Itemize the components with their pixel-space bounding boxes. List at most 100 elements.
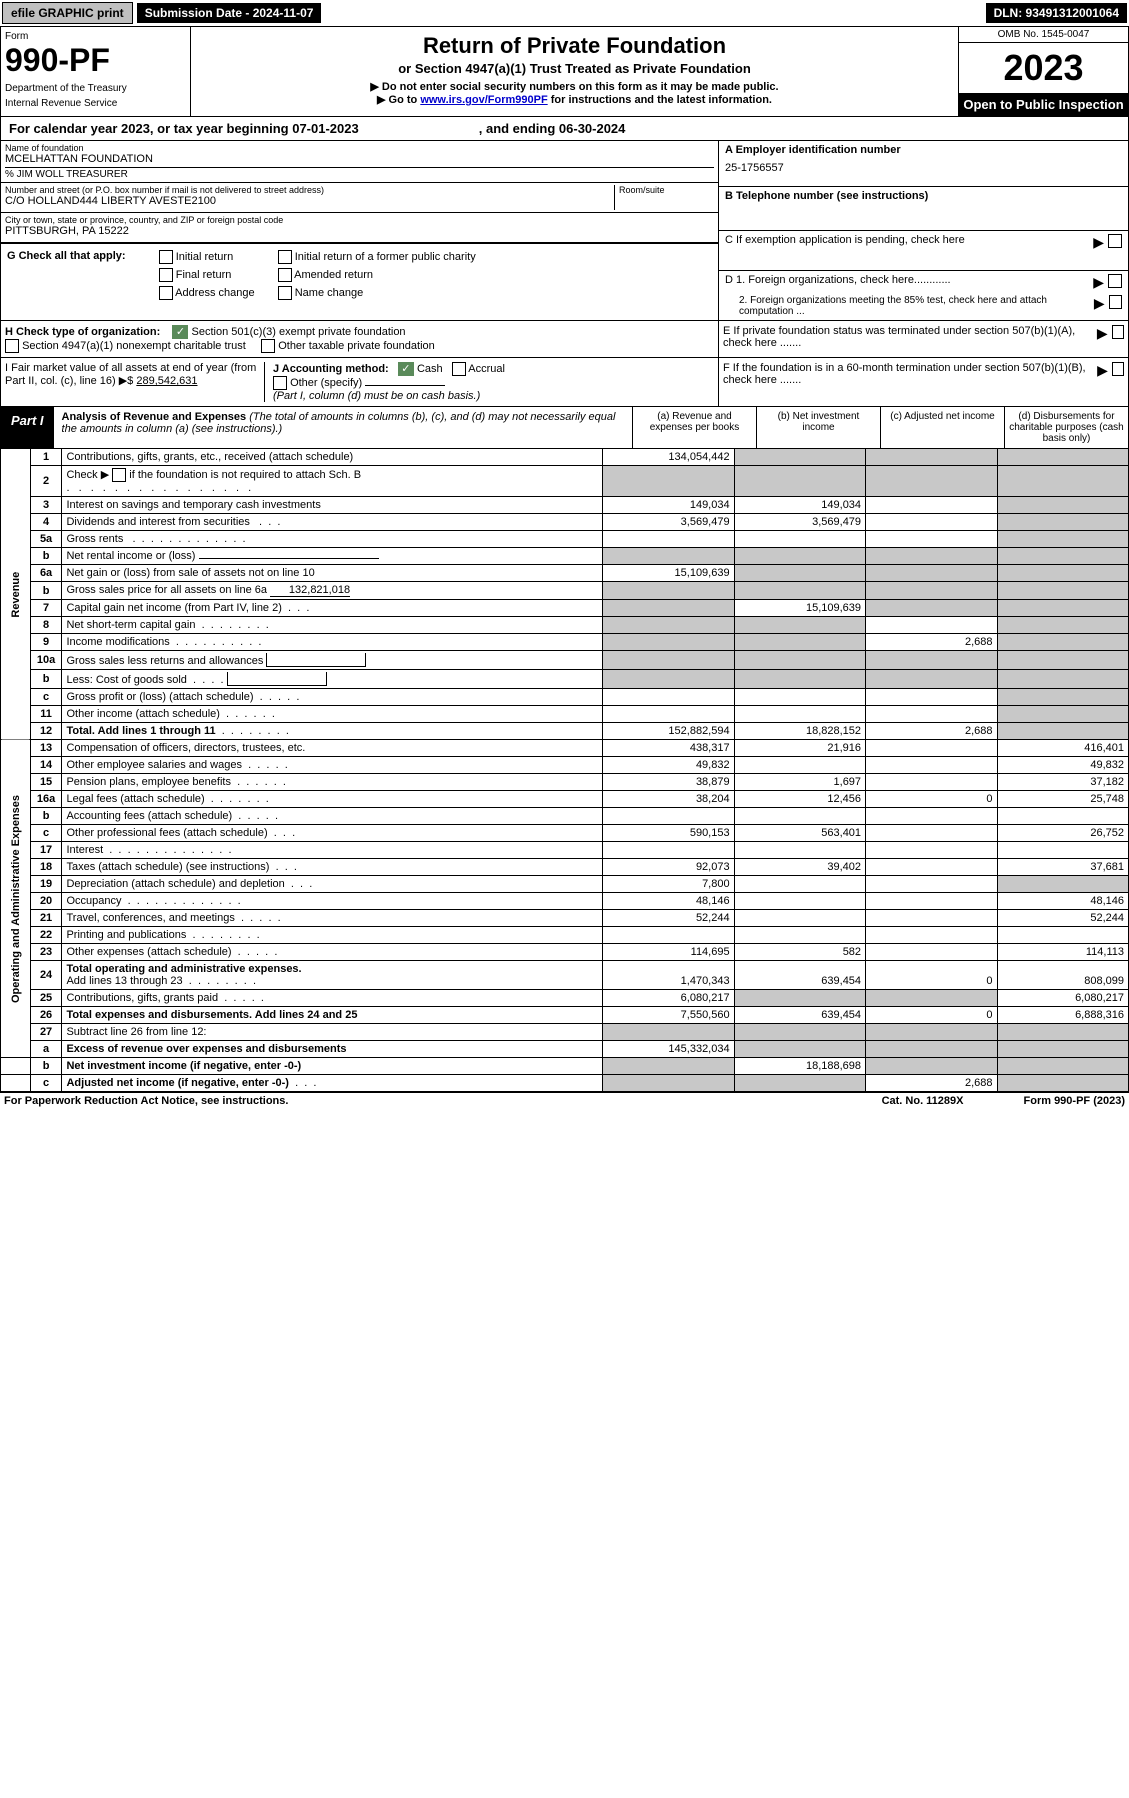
line-desc: Total operating and administrative expen… [62, 961, 603, 990]
year-box: OMB No. 1545-0047 2023 Open to Public In… [958, 27, 1128, 116]
col-c: 2,688 [866, 723, 997, 740]
phone-row: B Telephone number (see instructions) [719, 187, 1128, 231]
line-desc: Gross sales price for all assets on line… [62, 582, 603, 600]
line-desc: Accounting fees (attach schedule) . . . … [62, 808, 603, 825]
checkbox-cash[interactable]: ✓ [398, 362, 414, 376]
col-a [603, 808, 734, 825]
checkbox-d1[interactable] [1108, 274, 1122, 288]
col-c [866, 893, 997, 910]
checkbox-amended[interactable] [278, 268, 292, 282]
calendar-begin: For calendar year 2023, or tax year begi… [9, 121, 359, 136]
col-b: 582 [734, 944, 865, 961]
col-a: 149,034 [603, 497, 734, 514]
row-13: Operating and Administrative Expenses 13… [1, 740, 1129, 757]
checkbox-accrual[interactable] [452, 362, 466, 376]
gross-sales-box[interactable] [266, 653, 366, 667]
checkbox-other-taxable[interactable] [261, 339, 275, 353]
irs-link[interactable]: www.irs.gov/Form990PF [420, 94, 547, 106]
form-subtitle: or Section 4947(a)(1) Trust Treated as P… [197, 61, 952, 76]
col-a [603, 1024, 734, 1041]
city-row: City or town, state or province, country… [1, 213, 718, 243]
col-b: 15,109,639 [734, 600, 865, 617]
row-9: 9 Income modifications . . . . . . . . .… [1, 634, 1129, 651]
col-a: 7,800 [603, 876, 734, 893]
col-c [866, 1041, 997, 1058]
col-a: 7,550,560 [603, 1007, 734, 1024]
checkbox-d2[interactable] [1109, 295, 1122, 309]
line-desc: Less: Cost of goods sold . . . . [62, 670, 603, 689]
col-c [866, 842, 997, 859]
arrow-icon: ▶ [1097, 325, 1108, 353]
checkbox-former[interactable] [278, 250, 292, 264]
checkbox-initial[interactable] [159, 250, 173, 264]
ein-row: A Employer identification number 25-1756… [719, 141, 1128, 187]
row-15: 15 Pension plans, employee benefits . . … [1, 774, 1129, 791]
col-a [603, 842, 734, 859]
row-16c: c Other professional fees (attach schedu… [1, 825, 1129, 842]
checkbox-501c3[interactable]: ✓ [172, 325, 188, 339]
line-desc: Interest . . . . . . . . . . . . . . [62, 842, 603, 859]
col-c: 2,688 [866, 634, 997, 651]
line-desc: Depreciation (attach schedule) and deple… [62, 876, 603, 893]
line-num: 23 [30, 944, 62, 961]
checkbox-addr[interactable] [159, 286, 173, 300]
line-num: 22 [30, 927, 62, 944]
row-1: Revenue 1 Contributions, gifts, grants, … [1, 449, 1129, 466]
row-21: 21 Travel, conferences, and meetings . .… [1, 910, 1129, 927]
checkbox-name[interactable] [278, 286, 292, 300]
col-a: 48,146 [603, 893, 734, 910]
care-of: % JIM WOLL TREASURER [5, 167, 714, 180]
col-d [997, 876, 1129, 893]
checkbox-other-method[interactable] [273, 376, 287, 390]
checkbox-c[interactable] [1108, 234, 1122, 248]
row-25: 25 Contributions, gifts, grants paid . .… [1, 990, 1129, 1007]
col-d: 48,146 [997, 893, 1129, 910]
col-b [734, 757, 865, 774]
line-desc: Net short-term capital gain . . . . . . … [62, 617, 603, 634]
checkbox-e[interactable] [1112, 325, 1124, 339]
col-d [997, 1058, 1129, 1075]
checkbox-4947[interactable] [5, 339, 19, 353]
line-num: 14 [30, 757, 62, 774]
line-num: b [30, 548, 62, 565]
checkbox-sch-b[interactable] [112, 468, 126, 482]
col-b [734, 548, 865, 565]
checkbox-f[interactable] [1112, 362, 1124, 376]
line-desc: Total. Add lines 1 through 11 . . . . . … [62, 723, 603, 740]
line-desc: Other income (attach schedule) . . . . .… [62, 706, 603, 723]
line-desc: Net investment income (if negative, ente… [62, 1058, 603, 1075]
col-a: 114,695 [603, 944, 734, 961]
row-5a: 5a Gross rents . . . . . . . . . . . . . [1, 531, 1129, 548]
row-10c: c Gross profit or (loss) (attach schedul… [1, 689, 1129, 706]
col-a [603, 617, 734, 634]
col-c [866, 825, 997, 842]
line-desc: Travel, conferences, and meetings . . . … [62, 910, 603, 927]
col-a [603, 927, 734, 944]
col-c [866, 876, 997, 893]
row-20: 20 Occupancy . . . . . . . . . . . . . 4… [1, 893, 1129, 910]
col-d [997, 466, 1129, 497]
gross-sales-val: 132,821,018 [270, 584, 350, 597]
row-27b: b Net investment income (if negative, en… [1, 1058, 1129, 1075]
col-c: 0 [866, 961, 997, 990]
row-3: 3 Interest on savings and temporary cash… [1, 497, 1129, 514]
city-state-zip: PITTSBURGH, PA 15222 [5, 225, 714, 237]
rental-income-input[interactable] [199, 558, 379, 559]
cogs-box[interactable] [227, 672, 327, 686]
col-a [603, 531, 734, 548]
col-c [866, 990, 997, 1007]
line-desc: Contributions, gifts, grants, etc., rece… [62, 449, 603, 466]
col-a: 438,317 [603, 740, 734, 757]
col-a [603, 706, 734, 723]
col-d [997, 1041, 1129, 1058]
revenue-side-label: Revenue [1, 449, 31, 740]
entity-info: Name of foundation MCELHATTAN FOUNDATION… [0, 141, 1129, 321]
checkbox-final[interactable] [159, 268, 173, 282]
line-num: b [30, 582, 62, 600]
col-c [866, 910, 997, 927]
col-d [997, 723, 1129, 740]
col-d [997, 1075, 1129, 1092]
efile-button[interactable]: efile GRAPHIC print [2, 2, 133, 24]
line-num: 10a [30, 651, 62, 670]
other-specify-input[interactable] [365, 385, 445, 386]
